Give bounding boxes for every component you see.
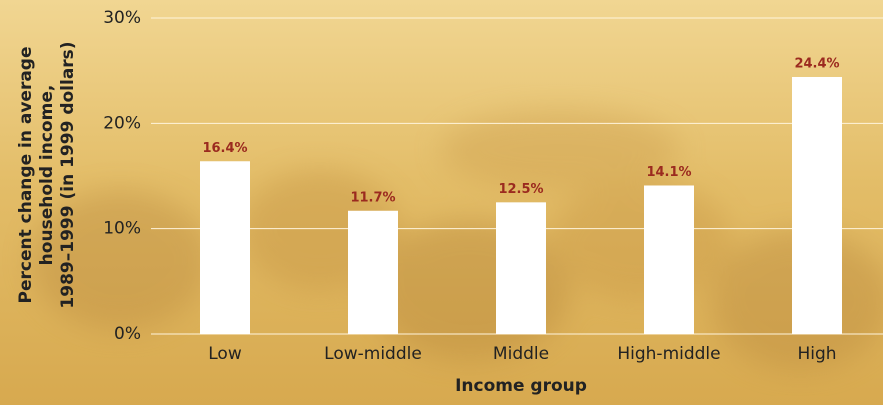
value-label: 12.5% xyxy=(498,182,543,197)
bar xyxy=(644,185,694,334)
x-tick-label: Low xyxy=(208,344,242,364)
x-tick-label: High-middle xyxy=(617,344,720,364)
y-axis-title-line: Percent change in average xyxy=(16,47,36,304)
y-tick-label: 10% xyxy=(103,219,141,239)
value-label: 16.4% xyxy=(202,141,247,156)
y-axis-title-line: household income, xyxy=(37,85,57,266)
x-tick-label: High xyxy=(797,344,836,364)
x-tick-label: Low-middle xyxy=(324,344,422,364)
y-tick-label: 30% xyxy=(103,8,141,28)
value-label: 24.4% xyxy=(794,56,839,71)
y-axis-title-line: 1989–1999 (in 1999 dollars) xyxy=(58,41,78,308)
bar xyxy=(792,76,842,334)
value-label: 11.7% xyxy=(350,190,395,205)
x-axis-title: Income group xyxy=(455,376,587,396)
x-tick-label: Middle xyxy=(493,344,549,364)
y-axis-title: Percent change in average household inco… xyxy=(16,41,78,308)
bar xyxy=(496,202,546,334)
y-tick-label: 0% xyxy=(114,324,141,344)
bar xyxy=(348,210,398,334)
bar xyxy=(200,161,250,334)
y-tick-label: 20% xyxy=(103,113,141,133)
value-label: 14.1% xyxy=(646,165,691,180)
